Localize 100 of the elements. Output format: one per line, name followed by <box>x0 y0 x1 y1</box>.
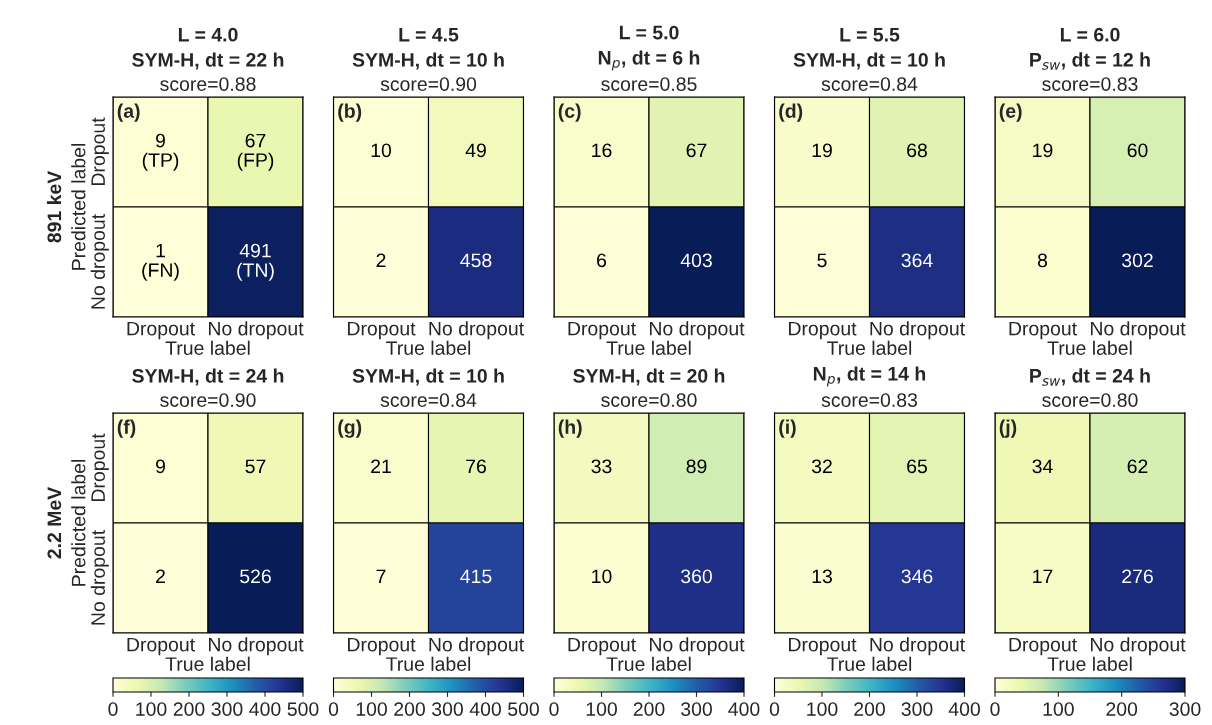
color-bar-label: 300 <box>681 702 712 716</box>
x-tick-label: No dropout <box>429 321 524 340</box>
color-bar-label: 400 <box>249 702 281 716</box>
text: 891 keV <box>46 170 62 243</box>
x-tick-label: No dropout <box>1091 321 1186 340</box>
x-axis-title: True label <box>1047 656 1132 671</box>
annotation: (b) <box>338 103 362 122</box>
color-bar-label: 0 <box>549 702 559 716</box>
annotation: (i) <box>779 419 796 438</box>
x-tick-label: Dropout <box>1009 637 1077 656</box>
color-bar-label: 0 <box>769 702 780 716</box>
chart-subtitle: score=0.84 <box>821 77 918 91</box>
color-bar-label: 500 <box>508 702 539 716</box>
data-label: 57 <box>245 459 266 474</box>
color-bar-label: 400 <box>469 702 501 716</box>
color-bar-label: 100 <box>136 702 167 716</box>
color-bar-label: 200 <box>173 702 205 716</box>
x-axis-title: True label <box>827 656 912 671</box>
data-label: 364 <box>901 253 933 268</box>
x-tick-label: Dropout <box>127 321 195 340</box>
color-bar-label: 100 <box>356 702 387 716</box>
annotation: (g) <box>338 419 362 438</box>
chart-subtitle: score=0.85 <box>601 77 697 91</box>
color-bar-label: 100 <box>807 702 838 716</box>
data-label: 13 <box>812 569 832 584</box>
x-tick-label: Dropout <box>568 637 636 656</box>
x-tick-label: Dropout <box>348 637 416 656</box>
x-tick-label: No dropout <box>209 637 304 656</box>
chart-title: SYM-H, dt = 10 h <box>352 368 504 386</box>
x-tick-label: No dropout <box>870 321 965 340</box>
x-axis-title: True label <box>386 656 471 671</box>
color-bar-label: 0 <box>328 702 339 716</box>
chart-subtitle: score=0.83 <box>1042 77 1138 91</box>
annotation: (j) <box>999 419 1017 438</box>
chart-subtitle: score=0.90 <box>380 77 477 91</box>
annotation: (f) <box>117 419 136 438</box>
x-axis-title: True label <box>606 656 691 671</box>
chart-title: SYM-H, dt = 20 h <box>573 368 725 386</box>
text: 2.2 MeV <box>47 486 62 559</box>
x-axis-title: True label <box>165 340 250 355</box>
data-label: 1 (FN) <box>142 243 179 281</box>
color-bar-label: 100 <box>586 702 617 716</box>
color-bar-label: 200 <box>1106 702 1138 716</box>
data-label: 526 <box>240 569 271 584</box>
data-label: 6 <box>597 253 607 268</box>
data-label: 32 <box>811 459 832 474</box>
x-tick-label: No dropout <box>429 637 524 656</box>
data-label: 415 <box>460 569 492 584</box>
x-tick-label: Dropout <box>348 321 416 340</box>
data-label: 10 <box>592 569 612 584</box>
data-label: 8 <box>1037 253 1048 268</box>
x-tick-label: Dropout <box>1009 321 1077 340</box>
color-bar-label: 300 <box>211 702 243 716</box>
y-axis-title: Predicted label <box>71 143 86 270</box>
data-label: 19 <box>812 143 832 158</box>
data-label: 2 <box>376 253 386 268</box>
annotation: (a) <box>117 103 140 122</box>
x-axis-title: True label <box>165 656 250 671</box>
chart-subtitle: score=0.90 <box>160 393 256 407</box>
data-label: 68 <box>907 143 927 158</box>
x-tick-label: No dropout <box>650 637 745 656</box>
data-label: 21 <box>371 459 391 474</box>
data-label: 16 <box>592 143 612 158</box>
data-label: 67 <box>686 143 707 158</box>
y-axis-title: Predicted label <box>71 459 86 586</box>
data-label: 62 <box>1127 459 1148 474</box>
color-bar-label: 300 <box>1169 702 1201 716</box>
x-tick-label: No dropout <box>209 321 304 340</box>
chart-title: SYM-H, dt = 24 h <box>132 368 284 386</box>
chart-subtitle: score=0.88 <box>160 77 256 91</box>
data-label: 403 <box>680 253 712 268</box>
data-label: 19 <box>1033 143 1053 158</box>
color-bar-label: 500 <box>287 702 319 716</box>
data-label: 7 <box>376 569 386 584</box>
chart-subtitle: score=0.84 <box>380 393 477 407</box>
color-bar-label: 200 <box>633 702 665 716</box>
data-label: 17 <box>1033 569 1053 584</box>
x-axis-title: True label <box>606 340 691 355</box>
data-label: 60 <box>1127 143 1148 158</box>
x-axis-title: True label <box>1047 340 1132 355</box>
x-tick-label: Dropout <box>789 637 857 656</box>
annotation: (e) <box>999 103 1022 122</box>
color-bar-label: 300 <box>901 702 933 716</box>
data-label: 302 <box>1122 253 1153 268</box>
data-label: 9 <box>156 459 165 474</box>
data-label: 10 <box>371 143 392 158</box>
annotation: (h) <box>558 419 582 438</box>
data-label: 2 <box>156 569 165 584</box>
x-tick-label: No dropout <box>1091 637 1186 656</box>
color-bar-label: 300 <box>432 702 463 716</box>
x-tick-label: No dropout <box>870 637 965 656</box>
data-label: 89 <box>686 459 707 474</box>
y-tick-label: Dropout <box>91 117 109 185</box>
color-bar-label: 400 <box>728 702 760 716</box>
data-label: 49 <box>465 143 486 158</box>
y-tick-label: Dropout <box>91 433 109 501</box>
data-label: 33 <box>591 459 612 474</box>
color-bar-label: 200 <box>854 702 885 716</box>
chart-title: P$_{sw}$, dt = 24 h <box>1030 368 1150 386</box>
data-label: 491 (TN) <box>237 243 274 281</box>
